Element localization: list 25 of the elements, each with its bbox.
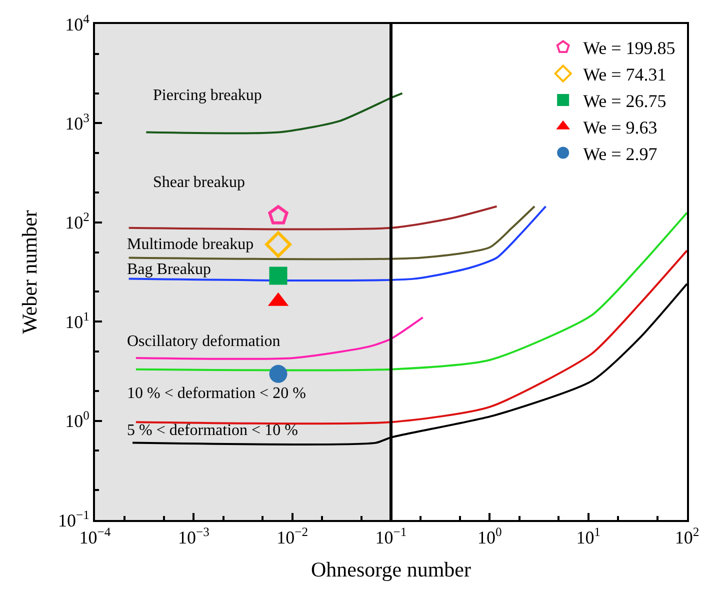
y-tick-label: 10$^{3}$ [65,110,90,134]
x-tick-label: 10$^{−1}$ [375,525,407,548]
annotation: Multimode breakup [127,236,254,253]
y-axis-title: Weber number [18,210,42,334]
x-tick-label: 10$^{2}$ [674,525,700,548]
y-tick-label: 10$^{2}$ [65,210,90,233]
y-tick-label: 10$^{0}$ [65,408,90,432]
x-tick-label: 10$^{−2}$ [276,525,308,548]
annotation: 5 % < deformation < 10 % [127,422,298,439]
x-tick-label: 10$^{−3}$ [178,525,210,548]
annotation: Shear breakup [153,174,245,191]
x-tick-label: 10$^{1}$ [576,525,600,548]
x-tick-label: 10$^{0}$ [478,525,502,548]
y-tick-label: 10$^{1}$ [65,309,90,332]
annotation: Bag Breakup [127,261,211,278]
legend-label: We = 26.75 [583,90,666,111]
legend-label: We = 74.31 [583,64,666,85]
x-axis-title: Ohnesorge number [311,557,471,582]
annotation: 10 % < deformation < 20 % [127,385,306,402]
legend-label: We = 9.63 [583,117,658,138]
legend-label: We = 2.97 [583,144,658,164]
annotation: Oscillatory deformation [127,333,280,350]
y-tick-label: 10$^{4}$ [65,12,90,34]
legend-label: We = 199.85 [583,38,676,58]
annotation: Piercing breakup [153,87,262,104]
